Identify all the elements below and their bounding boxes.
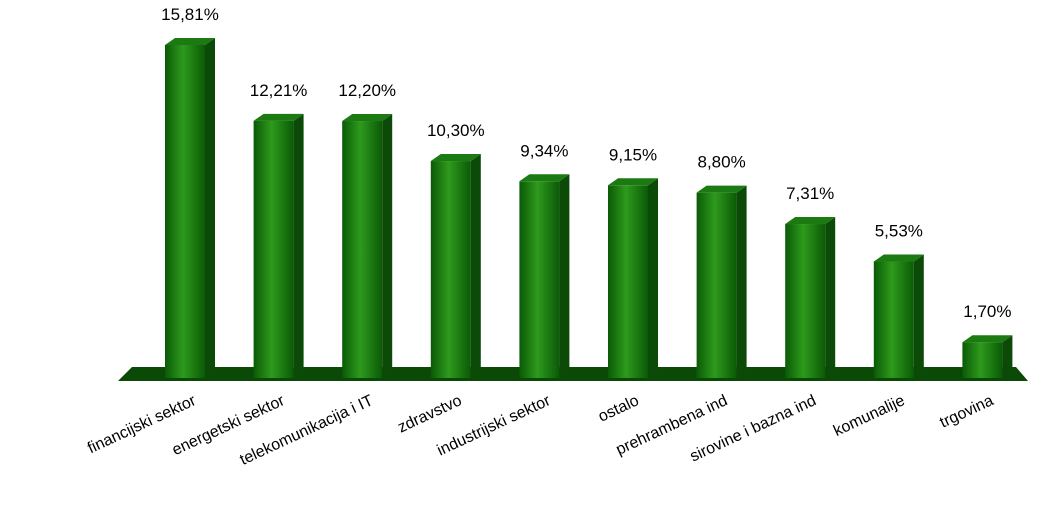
bar-side bbox=[293, 113, 304, 378]
bar bbox=[608, 178, 658, 378]
bar-top bbox=[785, 217, 836, 225]
category-label: ostalo bbox=[596, 392, 642, 425]
bar-top bbox=[519, 174, 570, 182]
bar-top bbox=[696, 185, 747, 193]
bar-front bbox=[873, 261, 914, 378]
bar-top bbox=[342, 114, 393, 122]
value-labels-group: 15,81% 12,21% 12,20% 10,30% 9,34% 9,15% 8,80% 7… bbox=[161, 5, 1011, 321]
bar-top bbox=[962, 335, 1013, 343]
bar bbox=[430, 154, 481, 378]
bar-top bbox=[165, 38, 215, 45]
value-label: 12,21% bbox=[250, 81, 308, 100]
bar-front bbox=[785, 224, 826, 378]
bar-top bbox=[253, 113, 304, 121]
bar-top bbox=[430, 154, 481, 162]
bar bbox=[696, 185, 747, 378]
bar bbox=[873, 254, 924, 378]
value-label: 5,53% bbox=[875, 222, 923, 241]
value-label: 1,70% bbox=[963, 302, 1011, 321]
bar-side bbox=[736, 185, 747, 378]
bar-side bbox=[648, 178, 658, 378]
category-label: zdravstvo bbox=[395, 392, 464, 436]
value-label: 15,81% bbox=[161, 5, 219, 24]
value-label: 9,15% bbox=[609, 145, 657, 164]
bars-group bbox=[165, 38, 1013, 378]
category-label: trgovina bbox=[937, 392, 996, 432]
bar-side bbox=[470, 154, 481, 378]
bar bbox=[962, 335, 1013, 378]
bar-side bbox=[205, 38, 215, 378]
bar bbox=[785, 217, 836, 378]
bar-side bbox=[1002, 335, 1013, 378]
bar-front bbox=[519, 181, 560, 378]
bar bbox=[165, 38, 215, 378]
bar bbox=[253, 113, 304, 378]
bar-side bbox=[913, 254, 924, 378]
bar bbox=[519, 174, 570, 378]
bar-side bbox=[382, 114, 393, 378]
bar-front bbox=[962, 342, 1003, 378]
bar-front bbox=[165, 45, 205, 378]
value-label: 10,30% bbox=[427, 121, 485, 140]
value-label: 12,20% bbox=[338, 81, 396, 100]
bar-top bbox=[873, 254, 924, 262]
value-label: 8,80% bbox=[697, 153, 745, 172]
value-label: 9,34% bbox=[520, 141, 568, 160]
bar-front bbox=[430, 161, 471, 378]
bar-side bbox=[825, 217, 836, 378]
bar-front bbox=[253, 120, 294, 378]
category-label: komunalije bbox=[831, 392, 908, 440]
bar-front bbox=[342, 121, 383, 378]
bar-front bbox=[608, 185, 648, 378]
bar-front bbox=[696, 192, 737, 378]
value-label: 7,31% bbox=[786, 184, 834, 203]
bar bbox=[342, 114, 393, 378]
bar-side bbox=[559, 174, 570, 378]
bar-top bbox=[608, 178, 658, 186]
